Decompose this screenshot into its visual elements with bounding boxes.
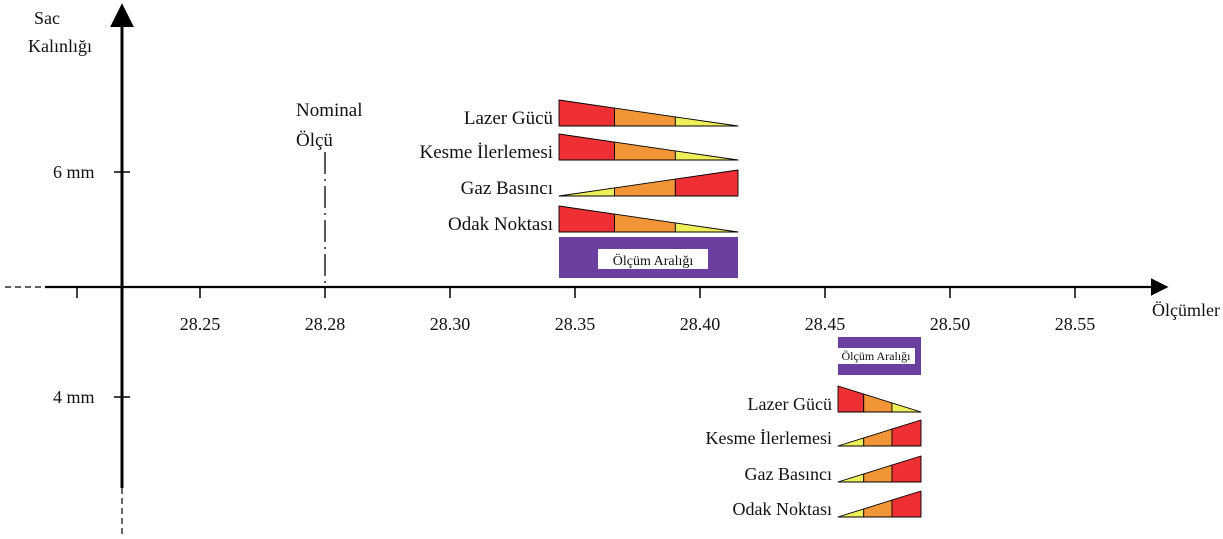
- wedge-segment: [891, 490, 922, 518]
- y-label-6mm: 6 mm: [53, 162, 95, 182]
- param-label-kesme-i-lerlemesi: Kesme İlerlemesi: [706, 428, 832, 448]
- axes: [5, 3, 1169, 537]
- wedge-segment: [614, 107, 676, 127]
- wedge-segment: [891, 455, 922, 483]
- wedge-segment: [558, 205, 615, 233]
- wedge-segment: [558, 133, 615, 161]
- x-ticks: 28.25 28.28 28.30 28.35 28.40 28.45 28.50 28.55: [76, 287, 1096, 334]
- x-tick-label: 28.50: [930, 314, 971, 334]
- wedge-segment: [614, 178, 676, 197]
- measurement-range-label-bg: [837, 348, 915, 364]
- y-axis-title-line-1: Sac: [34, 8, 60, 28]
- x-tick-label: 28.55: [1055, 314, 1096, 334]
- x-axis-title: Ölçümler: [1152, 300, 1220, 320]
- nominal-label-line-2: Ölçü: [296, 130, 333, 151]
- group-6mm: Lazer Gücü Kesme İlerlemesi Gaz Basıncı Oda…: [420, 99, 739, 278]
- wedge-kesme-i-lerlemesi: [837, 419, 922, 447]
- wedge-segment: [863, 499, 893, 518]
- wedge-kesme-i-lerlemesi: [558, 133, 739, 161]
- param-label-lazer-gucu: Lazer Gücü: [748, 394, 832, 414]
- wedge-segment: [614, 213, 676, 233]
- wedge-gaz-basinci: [837, 455, 922, 483]
- wedge-segment: [674, 169, 739, 197]
- measurement-range-label: Ölçüm Aralığı: [842, 349, 912, 363]
- parameter-groups: Lazer Gücü Kesme İlerlemesi Gaz Basıncı Oda…: [420, 99, 922, 519]
- wedge-segment: [614, 141, 676, 161]
- wedge-segment: [891, 419, 922, 447]
- param-label-odak-noktasi: Odak Noktası: [733, 499, 832, 519]
- measurement-range: Ölçüm Aralığı: [559, 237, 738, 278]
- wedge-segment: [674, 150, 739, 161]
- measurement-range: Ölçüm Aralığı: [837, 337, 921, 375]
- wedge-lazer-gucu: [837, 385, 922, 413]
- wedge-lazer-gucu: [558, 99, 739, 127]
- group-4mm: Lazer Gücü Kesme İlerlemesi Gaz Basıncı Oda…: [706, 337, 922, 519]
- nominal-label-line-1: Nominal: [296, 100, 363, 121]
- x-tick-label: 28.40: [680, 314, 721, 334]
- x-tick-label: 28.25: [180, 314, 221, 334]
- wedge-segment: [891, 402, 922, 413]
- y-axis-title-line-2: Kalınlığı: [28, 36, 92, 56]
- wedge-segment: [837, 437, 865, 447]
- param-label-kesme-i-lerlemesi: Kesme İlerlemesi: [420, 142, 553, 163]
- wedge-segment: [674, 116, 739, 127]
- measurement-range-label: Ölçüm Aralığı: [613, 252, 694, 269]
- wedge-segment: [837, 473, 865, 483]
- x-tick-label: 28.30: [430, 314, 471, 334]
- param-label-lazer-gucu: Lazer Gücü: [464, 108, 554, 129]
- y-label-4mm: 4 mm: [53, 387, 95, 407]
- wedge-segment: [863, 464, 893, 483]
- wedge-segment: [863, 393, 893, 413]
- param-label-gaz-basinci: Gaz Basıncı: [461, 178, 553, 199]
- wedge-segment: [558, 187, 615, 197]
- x-tick-label: 28.28: [305, 314, 346, 334]
- wedge-gaz-basinci: [558, 169, 739, 197]
- wedge-segment: [674, 222, 739, 233]
- wedge-segment: [837, 508, 865, 518]
- x-tick-label: 28.45: [805, 314, 846, 334]
- param-label-gaz-basinci: Gaz Basıncı: [745, 464, 832, 484]
- wedge-segment: [558, 99, 615, 127]
- y-ticks: [114, 171, 130, 398]
- wedge-segment: [837, 385, 865, 413]
- x-tick-label: 28.35: [555, 314, 596, 334]
- param-label-odak-noktasi: Odak Noktası: [448, 214, 553, 235]
- measurement-range-label-bg: [598, 249, 708, 269]
- wedge-odak-noktasi: [558, 205, 739, 233]
- wedge-segment: [863, 428, 893, 447]
- wedge-odak-noktasi: [837, 490, 922, 518]
